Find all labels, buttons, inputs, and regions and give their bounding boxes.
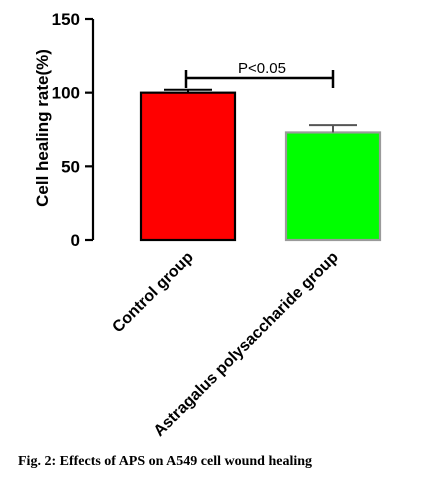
- y-tick-label: 100: [52, 84, 80, 103]
- y-tick-label: 50: [61, 157, 80, 176]
- y-tick-label: 0: [71, 231, 80, 250]
- error-bars: [164, 88, 357, 133]
- bars: [139, 91, 382, 242]
- y-axis: 0 50 100 150: [52, 10, 95, 250]
- y-tick-label: 150: [52, 10, 80, 29]
- figure-caption: Fig. 2: Effects of APS on A549 cell woun…: [18, 454, 313, 469]
- significance-bracket: [184, 70, 335, 88]
- bar-control: [139, 91, 237, 242]
- y-axis-title: Cell healing rate(%): [33, 49, 52, 207]
- category-label: Control group: [109, 249, 197, 337]
- significance-annotation: P<0.05: [238, 60, 286, 77]
- bar-aps: [284, 131, 382, 242]
